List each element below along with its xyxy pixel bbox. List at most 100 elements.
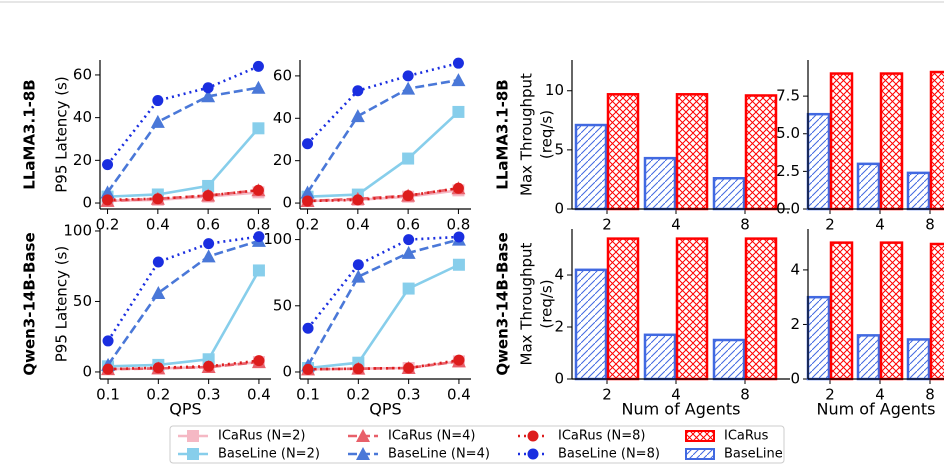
bar [712,177,746,211]
x-axis-label: Num of Agents [622,400,741,419]
x-tick-label: 0.4 [146,216,170,234]
point [352,85,364,97]
bar [606,237,640,381]
point [253,355,265,367]
series-line [107,127,260,198]
point [202,179,215,192]
legend-swatch [685,430,715,442]
x-tick-label: 0.6 [396,216,420,234]
x-tick-label: 0.6 [196,216,220,234]
point [402,152,415,165]
point [402,70,414,82]
y-tick-label: 2.5 [776,162,800,180]
bar [929,70,944,211]
series-line [307,235,459,330]
point [352,363,364,375]
series-line [108,360,260,371]
point [402,190,414,202]
bar [806,295,831,381]
y-tick-label: 60 [73,65,92,83]
bar [829,241,854,381]
bar [929,242,944,381]
y-tick-label: 40 [273,109,292,127]
y-tick-label: 40 [73,108,92,126]
y-tick-label: 60 [273,66,292,84]
row-label: Qwen3-14B-Base [21,232,39,375]
series-line [306,61,459,145]
y-tick-label: 4 [790,260,800,278]
y-tick-label: 0 [554,370,564,388]
point [302,195,314,207]
legend-marker [187,448,199,460]
point [152,193,164,205]
point [202,190,214,202]
legend-label: ICaRus (N=2) [218,429,306,444]
bar [879,72,904,211]
bar [856,334,881,381]
point [102,159,114,171]
point [402,282,415,295]
point [453,354,465,366]
point [451,73,466,87]
legend-box [169,425,785,464]
x-tick-label: 0.4 [447,386,471,404]
y-tick-label: 50 [73,292,92,310]
y-axis-label: Max Throughput [518,242,536,365]
x-tick-label: 0.1 [96,386,120,404]
y-axis-label: (req/s) [538,279,556,328]
point [403,234,415,246]
series-line [308,360,460,371]
row-label: LLaMA3.1-8B [21,79,39,189]
x-tick-label: 0.2 [146,386,170,404]
y-tick-label: 20 [273,151,292,169]
point [452,57,464,69]
point [102,194,114,206]
point [403,362,415,374]
bar [712,338,746,381]
point [203,238,215,250]
bar [906,171,931,211]
legend-marker [187,430,199,442]
legend-label: BaseLine [724,447,783,462]
bar [643,156,677,211]
point [102,335,114,347]
point [252,184,264,196]
bar [643,333,677,381]
point [302,322,314,334]
x-tick-label: 0.8 [446,216,470,234]
legend-swatch [685,448,715,460]
y-tick-label: 50 [273,296,292,314]
point [102,363,114,375]
point [401,245,416,259]
x-tick-label: 0.2 [296,216,320,234]
point [203,360,215,372]
x-tick-label: 0.2 [96,216,120,234]
bar [829,72,854,211]
legend-label: ICaRus (N=4) [388,429,476,444]
y-tick-label: 10 [545,81,564,99]
x-axis-label: QPS [369,400,401,419]
x-tick-label: 4 [671,216,681,234]
legend-marker [527,430,539,442]
point [252,264,265,277]
series-line [306,238,460,367]
x-tick-label: 0.8 [246,216,270,234]
legend-label: BaseLine (N=8) [558,447,660,462]
x-tick-label: 0.3 [197,386,221,404]
y-axis-label: Max Throughput [518,73,536,196]
point [452,258,465,271]
point [151,286,166,300]
x-tick-label: 4 [875,216,885,234]
point [302,138,314,150]
point [252,60,264,72]
bar [606,93,640,211]
y-tick-label: 2 [790,315,800,333]
point [253,231,265,243]
bar [744,94,778,211]
row-label: LLaMA3.1-8B [494,79,512,189]
y-tick-label: 4 [554,266,564,284]
x-tick-label: 2 [602,216,612,234]
legend-label: BaseLine (N=2) [218,447,320,462]
series-line [307,263,460,370]
